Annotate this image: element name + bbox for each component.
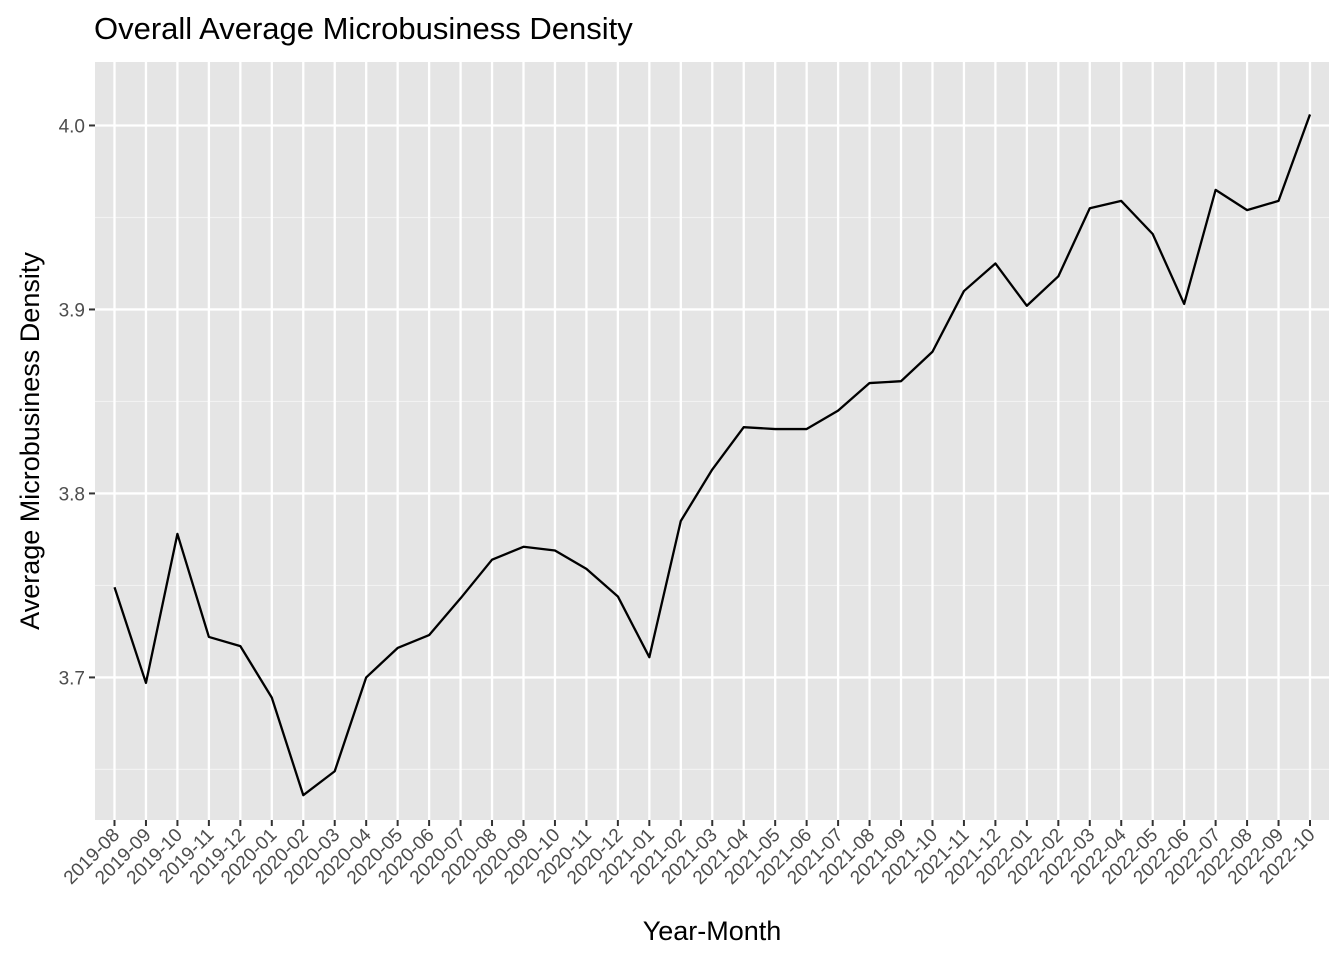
y-tick-label: 3.9 [59, 300, 85, 321]
y-tick-label: 4.0 [59, 116, 85, 137]
plot-panel: 3.73.83.94.02019-082019-092019-102019-11… [59, 62, 1329, 889]
y-tick-label: 3.7 [59, 668, 85, 689]
y-tick-label: 3.8 [59, 484, 85, 505]
y-axis-title: Average Microbusiness Density [15, 252, 45, 630]
x-axis-title: Year-Month [643, 916, 782, 946]
chart-title: Overall Average Microbusiness Density [94, 11, 633, 46]
